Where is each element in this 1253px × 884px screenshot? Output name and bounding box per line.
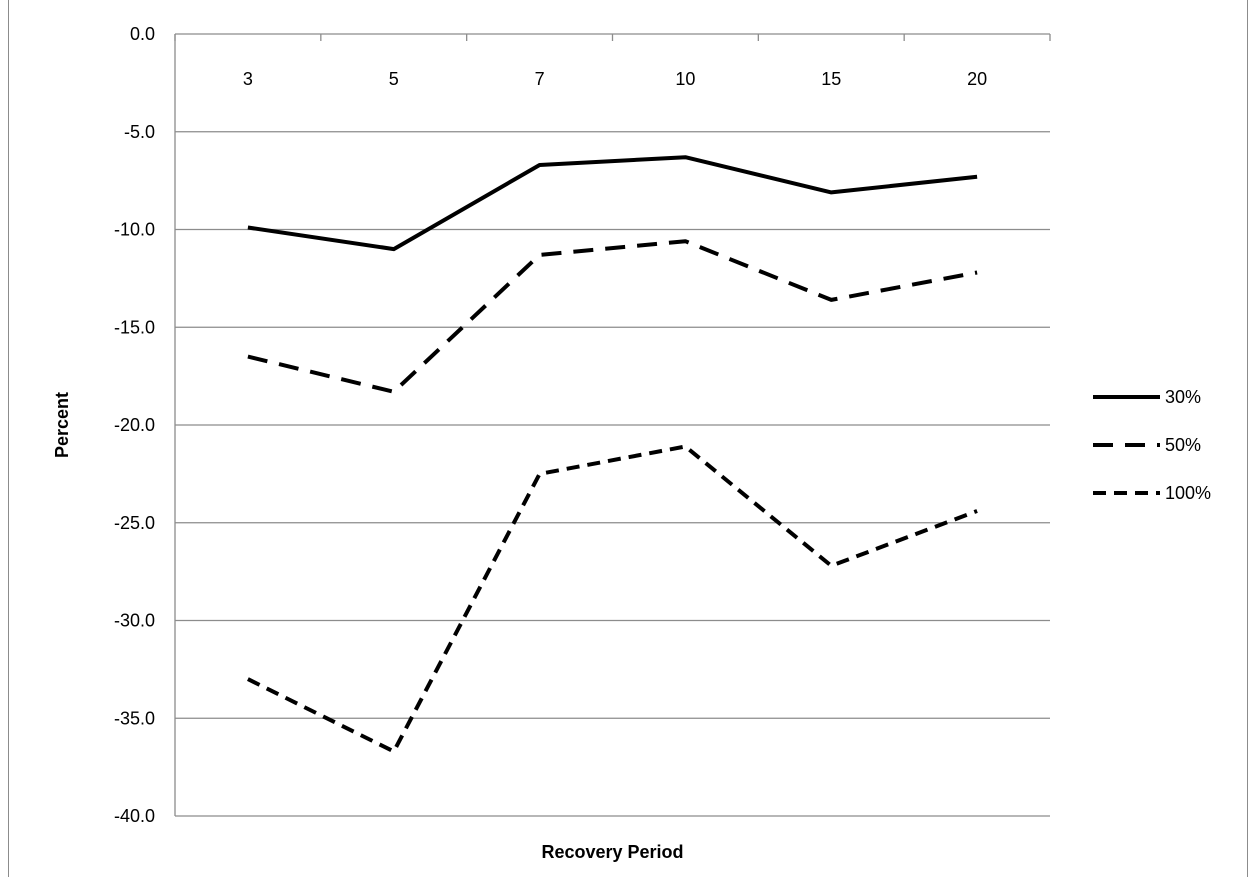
series-lines [247,155,978,754]
y-tick-label: -15.0 [114,317,155,337]
series-line-1 [247,155,978,252]
axes [174,34,1051,816]
chart-frame [8,0,1248,877]
legend-label: 50% [1165,435,1201,455]
y-tick-label: -35.0 [114,708,155,728]
y-tick-label: -25.0 [114,513,155,533]
x-tick-label: 7 [535,69,545,89]
legend: 30% 50% 100% [1093,387,1211,503]
y-tick-label: -40.0 [114,806,155,826]
x-tick-label: 3 [243,69,253,89]
legend-label: 30% [1165,387,1201,407]
y-tick-label: -10.0 [114,220,155,240]
y-tick-label: -20.0 [114,415,155,435]
y-axis-title: Percent [52,392,72,458]
y-tick-label: -30.0 [114,611,155,631]
legend-label: 100% [1165,483,1211,503]
x-axis-title: Recovery Period [541,842,683,862]
y-tick-label: -5.0 [124,122,155,142]
y-tick-label: 0.0 [130,24,155,44]
series-line-2 [247,239,978,394]
x-tick-label: 20 [967,69,987,89]
x-tick-label: 5 [389,69,399,89]
x-tick-label: 15 [821,69,841,89]
y-tick-labels: 0.0 -5.0 -10.0 -15.0 -20.0 -25.0 -30.0 -35.0 -40… [114,24,155,826]
x-tick-labels: 3 5 7 10 15 20 [243,69,987,89]
series-line-3 [247,444,978,754]
x-tick-label: 10 [675,69,695,89]
gridlines [175,33,1050,817]
